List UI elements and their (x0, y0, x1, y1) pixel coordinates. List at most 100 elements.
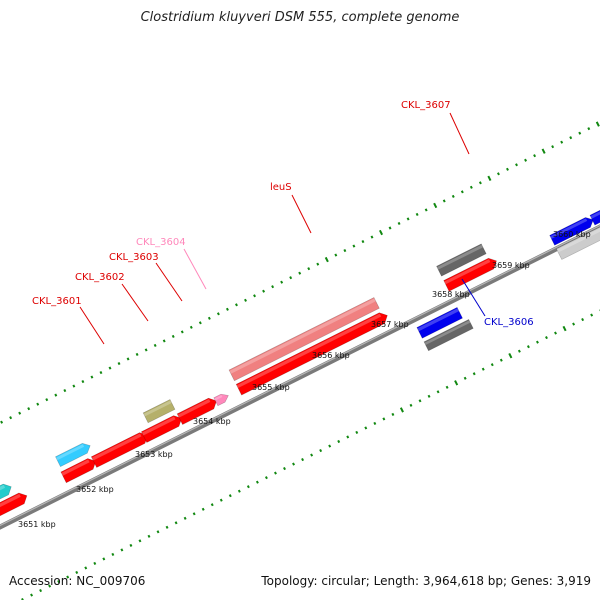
kbp-tick-label: 3652 kbp (76, 485, 114, 494)
lower-scale-tick (581, 317, 585, 322)
backbone-layer (0, 224, 600, 530)
lower-scale-tick (472, 372, 476, 376)
upper-scale-tick (153, 343, 157, 348)
lower-scale-tick (382, 417, 386, 421)
upper-scale-tick (27, 407, 31, 411)
upper-scale-tick (506, 167, 509, 171)
upper-scale-tick (560, 140, 564, 144)
kbp-tick-label: 3657 kbp (371, 320, 409, 329)
cds-pink-small[interactable] (213, 393, 229, 407)
lower-scale-tick (399, 407, 404, 413)
upper-scale-tick (90, 375, 94, 379)
lower-scale-tick (418, 399, 422, 403)
kbp-tick-label: 3654 kbp (193, 417, 231, 426)
upper-scale-tick (533, 154, 537, 158)
cds-gray[interactable] (436, 243, 487, 277)
upper-scale-tick (198, 321, 202, 325)
cds-forward[interactable] (140, 415, 183, 443)
cds-pink-leuS[interactable] (228, 297, 380, 382)
upper-scale-tick (45, 398, 49, 402)
gene-leader-line (461, 278, 486, 317)
lower-scale-tick (355, 430, 359, 435)
lower-scale-tick (30, 593, 34, 597)
gene-label-ckl_3603[interactable]: CKL_3603 (109, 252, 159, 263)
lower-scale-tick (545, 336, 548, 340)
kbp-tick-label: 3655 kbp (252, 383, 290, 392)
lower-scale-tick (292, 462, 295, 466)
kbp-tick-label: 3651 kbp (18, 520, 56, 529)
upper-scale-tick (451, 194, 455, 198)
gene-leader-line (183, 248, 207, 290)
upper-scale-tick (415, 212, 419, 217)
lower-scale-tick (319, 448, 323, 453)
gene-leader-line (79, 306, 105, 345)
lower-scale-tick (409, 403, 413, 407)
cds-olive[interactable] (142, 399, 176, 424)
lower-scale-tick (138, 539, 142, 543)
lower-scale-tick (183, 516, 187, 520)
cds-reverse-gray[interactable] (423, 319, 474, 352)
accession-text: Accession: NC_009706 (9, 574, 146, 588)
genome-title: Clostridium kluyveri DSM 555, complete g… (140, 10, 460, 25)
lower-scale-tick (192, 512, 196, 516)
lower-scale-tick (48, 584, 52, 588)
cds-reverse-blue[interactable] (416, 306, 463, 339)
lower-scale-tick (255, 480, 259, 484)
upper-scale-tick (406, 217, 410, 221)
upper-scale-tick (478, 181, 482, 185)
lower-scale-tick (219, 498, 223, 502)
cds-teal[interactable] (0, 483, 12, 528)
upper-scale-tick (235, 303, 238, 307)
lower-scale-tick (310, 453, 314, 457)
lower-scale-tick (120, 548, 124, 552)
upper-scale-tick (171, 334, 175, 338)
lower-scale-tick (57, 579, 61, 584)
kbp-tick-label: 3658 kbp (432, 290, 470, 299)
cds-forward[interactable] (176, 397, 217, 425)
upper-scale-tick (225, 307, 229, 311)
upper-scale-tick (63, 389, 67, 393)
lower-scale-tick (84, 566, 88, 570)
cds-forward[interactable] (60, 458, 97, 484)
lower-scale-tick (436, 390, 440, 394)
upper-scale-tick (189, 325, 193, 329)
upper-scale-tick (524, 158, 528, 162)
upper-scale-tick (99, 370, 103, 375)
upper-scale-tick (289, 276, 293, 280)
lower-scale-tick (174, 521, 178, 525)
gene-leader-line (155, 262, 183, 302)
cds-leuS[interactable] (235, 312, 388, 396)
gene-label-ckl_3606[interactable]: CKL_3606 (484, 317, 534, 328)
gene-label-ckl_3601[interactable]: CKL_3601 (32, 296, 82, 307)
lower-scale-tick (481, 367, 485, 371)
gene-label-leus[interactable]: leuS (270, 182, 292, 193)
lower-scale-tick (75, 570, 79, 575)
cds-forward-blue[interactable] (549, 217, 594, 246)
kbp-tick-label: 3660 kbp (553, 230, 591, 239)
upper-scale-tick (144, 348, 148, 352)
upper-scale-tick (36, 402, 40, 406)
gene-leader-line (121, 283, 149, 322)
upper-scale-tick (442, 199, 446, 203)
cds-forward[interactable] (443, 257, 497, 292)
gene-label-ckl_3604[interactable]: CKL_3604 (136, 237, 186, 248)
lower-scale-tick (246, 485, 250, 489)
upper-scale-tick (578, 131, 582, 135)
upper-scale-tick (316, 262, 320, 266)
lower-scale-tick (156, 530, 160, 534)
lower-scale-tick (517, 349, 521, 353)
upper-scale-tick (595, 121, 600, 127)
cds-forward[interactable] (0, 492, 28, 542)
lower-scale-tick (39, 588, 43, 593)
upper-scale-tick (370, 235, 374, 239)
cds-forward-blue[interactable] (589, 197, 600, 226)
lower-scale-tick (373, 421, 377, 425)
lower-scale-tick (93, 561, 97, 566)
gene-label-ckl_3602[interactable]: CKL_3602 (75, 272, 125, 283)
cds-lightgray[interactable] (556, 224, 600, 260)
lower-scale-tick (572, 322, 576, 326)
gene-label-ckl_3607[interactable]: CKL_3607 (401, 100, 451, 111)
cds-cyan[interactable] (55, 443, 91, 467)
feature-layer (0, 197, 600, 542)
